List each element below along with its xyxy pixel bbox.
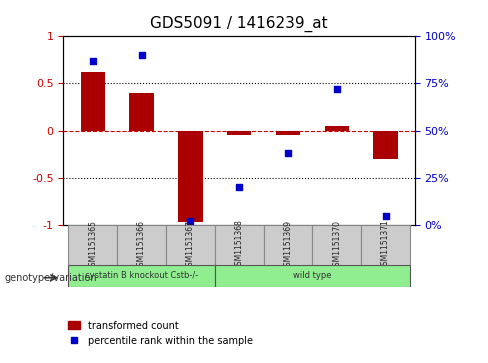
Text: GSM1151365: GSM1151365 [88,220,97,270]
Text: GSM1151369: GSM1151369 [284,220,292,270]
Point [89,58,97,64]
FancyBboxPatch shape [361,225,410,265]
Text: GSM1151371: GSM1151371 [381,220,390,270]
Point [333,86,341,92]
Point [186,219,194,224]
Point [382,213,389,219]
FancyBboxPatch shape [68,265,215,287]
FancyBboxPatch shape [117,225,166,265]
Bar [81,72,105,131]
Text: GSM1151368: GSM1151368 [235,220,244,270]
Bar [325,126,349,131]
Point [235,184,243,190]
Text: GSM1151367: GSM1151367 [186,220,195,270]
Bar [129,93,154,131]
Text: GSM1151370: GSM1151370 [332,220,341,270]
Bar [373,131,398,159]
FancyBboxPatch shape [264,225,312,265]
FancyBboxPatch shape [215,225,264,265]
Legend: transformed count, percentile rank within the sample: transformed count, percentile rank withi… [68,321,253,346]
Point [284,150,292,156]
Text: genotype/variation: genotype/variation [5,273,98,283]
Text: cystatin B knockout Cstb-/-: cystatin B knockout Cstb-/- [85,272,198,280]
FancyBboxPatch shape [68,225,117,265]
FancyBboxPatch shape [215,265,410,287]
Point [138,52,145,58]
FancyBboxPatch shape [166,225,215,265]
Bar [178,131,203,222]
Bar [227,131,251,135]
Text: wild type: wild type [293,272,331,280]
FancyBboxPatch shape [312,225,361,265]
Title: GDS5091 / 1416239_at: GDS5091 / 1416239_at [150,16,328,32]
Bar [276,131,300,135]
Text: GSM1151366: GSM1151366 [137,220,146,270]
